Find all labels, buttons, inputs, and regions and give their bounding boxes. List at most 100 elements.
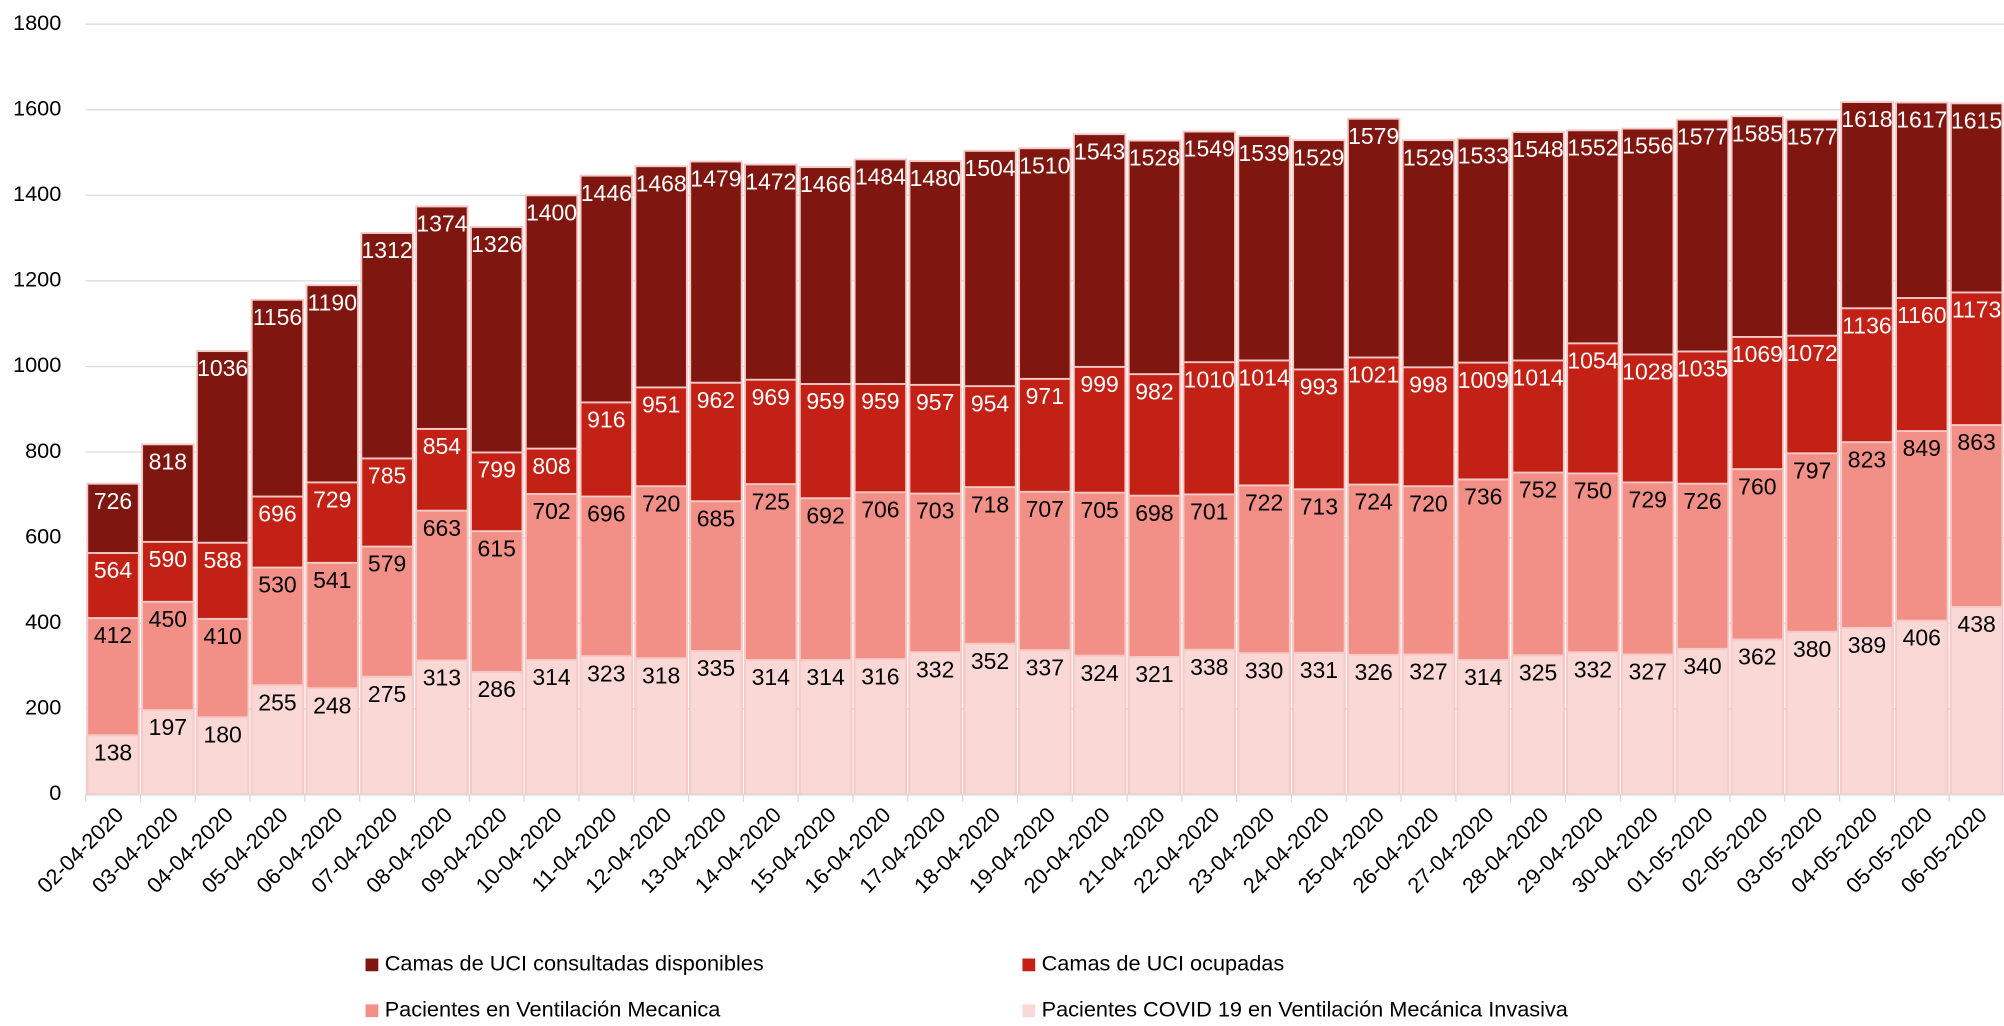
- data-label: 702: [532, 498, 570, 524]
- y-tick-label: 1200: [13, 267, 61, 292]
- data-label: 1136: [1842, 312, 1891, 338]
- data-label: 722: [1245, 490, 1283, 516]
- data-label: 971: [1026, 383, 1064, 409]
- data-label: 951: [642, 392, 680, 418]
- data-label: 579: [368, 551, 406, 577]
- data-label: 1400: [526, 200, 577, 226]
- data-label: 1549: [1184, 136, 1235, 162]
- data-label: 1446: [581, 180, 632, 206]
- data-label: 696: [587, 501, 625, 527]
- data-label: 1028: [1622, 359, 1673, 385]
- data-label: 729: [313, 487, 351, 513]
- data-label: 197: [149, 714, 187, 740]
- data-label: 1156: [253, 304, 302, 330]
- bar: [1127, 656, 1182, 796]
- data-label: 380: [1793, 636, 1831, 662]
- data-label: 438: [1957, 611, 1995, 637]
- data-label: 799: [478, 457, 516, 483]
- data-label: 1615: [1951, 108, 2002, 134]
- data-label: 1054: [1567, 348, 1618, 374]
- data-label: 1072: [1787, 340, 1838, 366]
- data-label: 1472: [745, 169, 796, 195]
- data-label: 726: [1683, 488, 1721, 514]
- data-label: 957: [916, 389, 954, 415]
- data-label: 362: [1738, 644, 1776, 670]
- data-label: 1466: [800, 171, 851, 197]
- data-label: 1480: [910, 165, 961, 191]
- bar: [1456, 659, 1511, 796]
- data-label: 615: [478, 535, 516, 561]
- data-label: 338: [1190, 654, 1228, 680]
- data-label: 1190: [308, 289, 357, 315]
- data-label: 406: [1903, 625, 1941, 651]
- data-label: 541: [313, 567, 351, 593]
- data-label: 1585: [1732, 120, 1783, 146]
- data-label: 720: [642, 490, 680, 516]
- data-label: 1374: [416, 211, 467, 237]
- data-label: 808: [532, 453, 570, 479]
- bar: [744, 659, 798, 796]
- bar: [634, 657, 688, 796]
- bar: [1675, 647, 1730, 796]
- data-label: 1312: [362, 237, 413, 263]
- y-tick-label: 800: [25, 438, 61, 463]
- y-tick-label: 1800: [13, 10, 61, 35]
- data-label: 726: [94, 488, 132, 514]
- data-label: 1504: [964, 155, 1015, 181]
- bar: [689, 650, 743, 796]
- data-label: 999: [1080, 371, 1118, 397]
- bar: [360, 675, 414, 796]
- data-label: 823: [1848, 446, 1886, 472]
- data-label: 1468: [636, 170, 687, 196]
- data-label: 696: [258, 501, 296, 527]
- data-label: 993: [1300, 374, 1338, 400]
- data-label: 314: [806, 664, 845, 690]
- data-label: 785: [368, 463, 406, 489]
- data-label: 564: [94, 557, 133, 583]
- data-label: 720: [1409, 490, 1447, 516]
- y-tick-label: 1000: [13, 352, 61, 377]
- data-label: 588: [203, 547, 241, 573]
- data-label: 752: [1519, 477, 1557, 503]
- bar: [415, 659, 469, 796]
- data-label: 706: [861, 496, 899, 522]
- data-label: 248: [313, 692, 351, 718]
- data-label: 1577: [1677, 124, 1728, 150]
- bar: [1895, 619, 1949, 796]
- data-label: 331: [1300, 657, 1338, 683]
- legend-swatch: [365, 958, 379, 972]
- data-label: 1014: [1513, 365, 1564, 391]
- legend-label: Camas de UCI consultadas disponibles: [385, 951, 764, 976]
- data-label: 1036: [197, 355, 248, 381]
- bar: [195, 716, 250, 796]
- data-label: 1579: [1348, 123, 1399, 149]
- data-label: 1326: [471, 231, 522, 257]
- data-label: 314: [752, 664, 791, 690]
- y-tick-label: 1600: [13, 96, 61, 121]
- data-label: 718: [971, 491, 1009, 517]
- bar: [1949, 605, 2004, 796]
- data-label: 982: [1135, 378, 1173, 404]
- data-label: 1014: [1238, 365, 1289, 391]
- data-label: 332: [1574, 656, 1612, 682]
- legend-label: Camas de UCI ocupadas: [1042, 951, 1285, 976]
- bar: [86, 734, 140, 796]
- data-label: 725: [752, 488, 790, 514]
- y-tick-label: 600: [25, 523, 61, 548]
- bar: [1182, 648, 1236, 796]
- data-label: 323: [587, 660, 625, 686]
- y-tick-label: 1400: [13, 181, 61, 206]
- bar: [1018, 649, 1072, 796]
- data-label: 1539: [1238, 140, 1289, 166]
- data-label: 1484: [855, 164, 906, 190]
- data-label: 327: [1629, 659, 1667, 685]
- bar: [963, 642, 1017, 796]
- data-label: 969: [752, 384, 790, 410]
- data-label: 750: [1574, 478, 1612, 504]
- data-label: 255: [258, 689, 296, 715]
- data-label: 954: [971, 390, 1010, 416]
- data-label: 1010: [1184, 366, 1235, 392]
- data-label: 180: [203, 721, 241, 747]
- bar: [250, 684, 305, 796]
- data-label: 1528: [1129, 145, 1180, 171]
